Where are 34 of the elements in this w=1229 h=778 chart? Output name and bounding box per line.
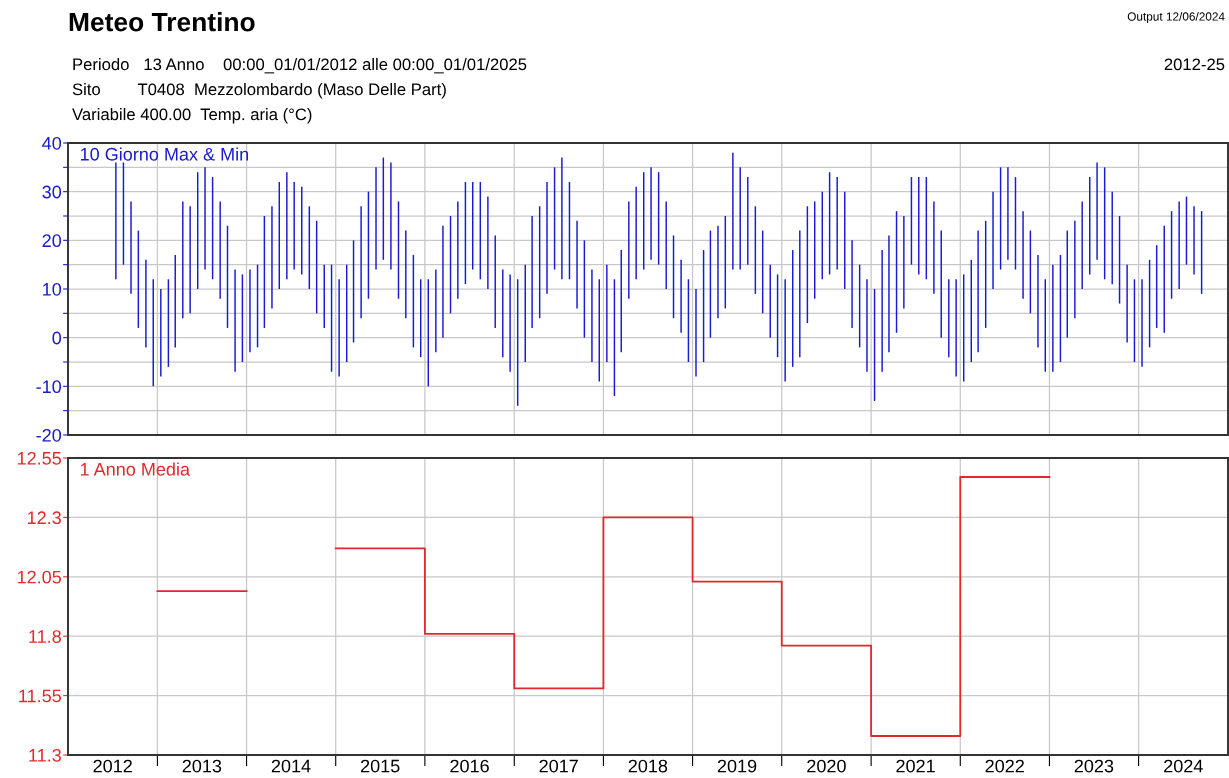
y-tick-label: 20 xyxy=(42,234,62,248)
text: Output 12/06/2024 xyxy=(1127,12,1225,24)
y-tick-label: 30 xyxy=(42,185,62,199)
y-tick-label: 11.55 xyxy=(19,689,61,703)
y-tick-label: 10 xyxy=(43,282,62,296)
x-tick-label: 2015 xyxy=(360,759,400,773)
y-tick-label: -10 xyxy=(36,380,62,394)
chart-title: Meteo Trentino xyxy=(69,12,255,32)
y-tick-label: 11.3 xyxy=(29,748,61,762)
series-label: 10 Giorno Max & Min xyxy=(80,147,249,161)
text: Periodo 13 Anno 00:00_01/01/2012 alle 00:00_01/01/2025 xyxy=(73,58,527,74)
y-tick-label: -20 xyxy=(36,428,62,442)
y-tick-label: 12.3 xyxy=(27,511,61,525)
y-tick-label: 11.8 xyxy=(29,630,61,643)
x-tick-label: 2019 xyxy=(717,759,757,773)
text: 2012-25 xyxy=(1164,58,1225,71)
x-tick-label: 2021 xyxy=(896,759,935,773)
x-tick-label: 2017 xyxy=(539,759,578,773)
x-tick-label: 2018 xyxy=(628,759,668,773)
text: 1 Anno Media xyxy=(80,462,191,476)
y-tick-label: 40 xyxy=(42,136,62,150)
x-tick-label: 2024 xyxy=(1164,759,1203,773)
x-tick-label: 2016 xyxy=(450,759,489,773)
x-tick-label: 2014 xyxy=(271,759,311,773)
text: Variabile 400.00 Temp. aria (°C) xyxy=(72,108,312,124)
x-tick-label: 2023 xyxy=(1074,759,1114,773)
x-tick-label: 2020 xyxy=(807,759,846,773)
x-tick-label: 2022 xyxy=(985,759,1024,773)
x-tick-label: 2013 xyxy=(182,759,222,773)
y-tick-label: 12.55 xyxy=(17,451,61,465)
y-tick-label: 0 xyxy=(52,331,62,345)
x-tick-label: 2012 xyxy=(93,759,132,773)
y-tick-label: 12.05 xyxy=(17,570,61,584)
text: Sito T0408 Mezzolombardo (Maso Delle Part) xyxy=(72,83,446,99)
